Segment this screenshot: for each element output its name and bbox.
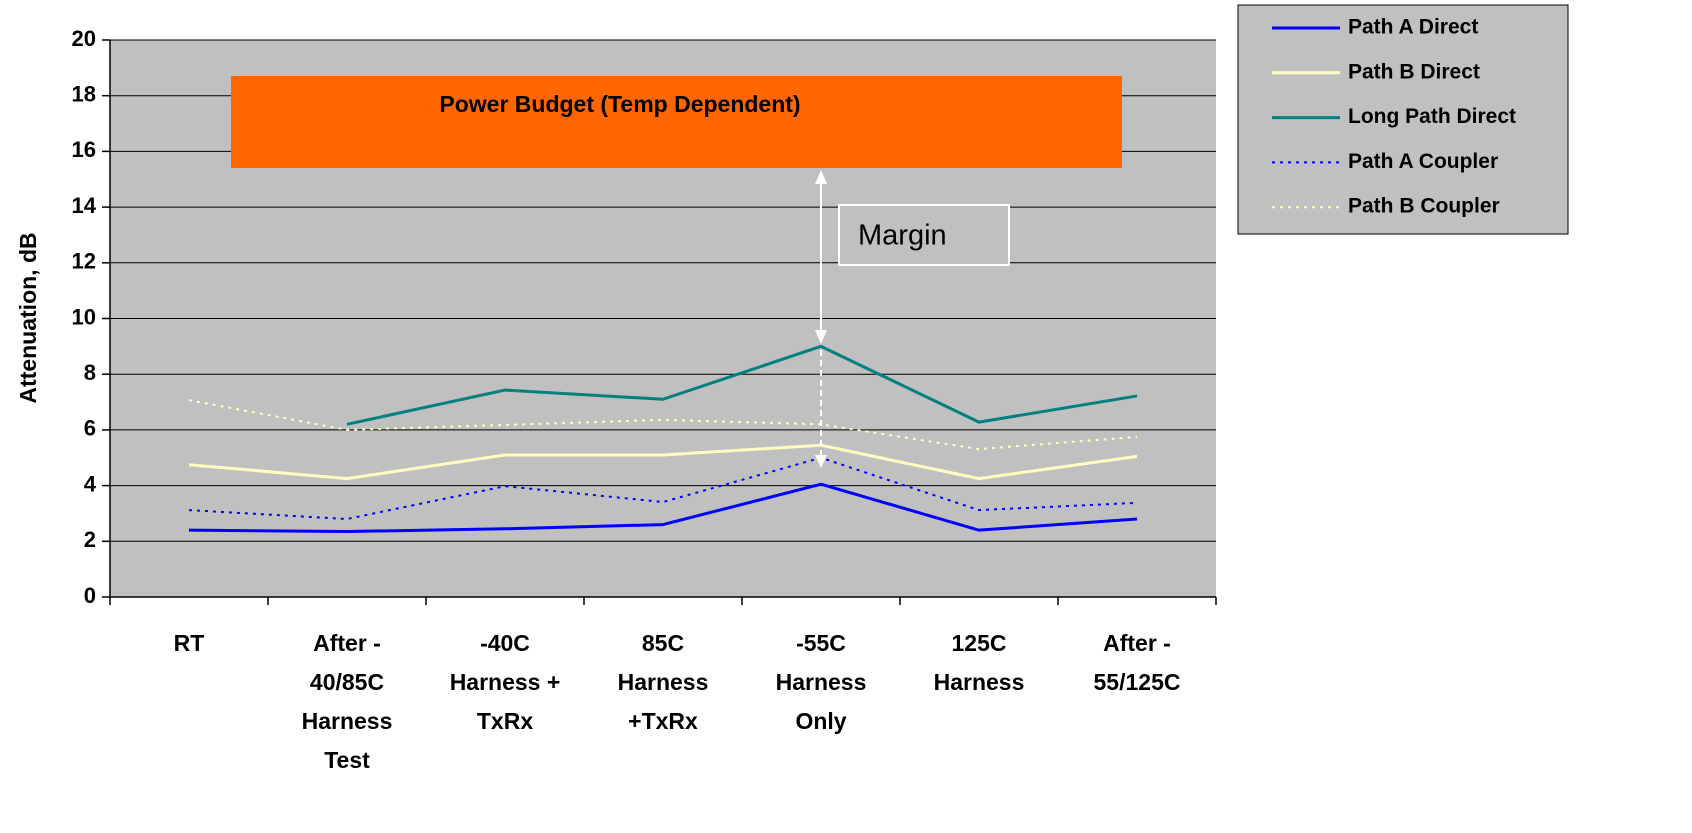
legend: [1237, 4, 1569, 235]
arrow-head: [815, 455, 827, 468]
legend-label: Path B Coupler: [1348, 195, 1500, 218]
y-tick-label: 18: [72, 82, 96, 107]
arrow-head: [815, 330, 827, 344]
x-tick-label: After - 55/125C: [1093, 630, 1181, 695]
margin-arrow: [815, 170, 827, 468]
legend-label: Long Path Direct: [1348, 105, 1516, 128]
legend-label: Path B Direct: [1348, 60, 1480, 83]
y-tick-label: 14: [72, 193, 97, 218]
series-line: [188, 482, 1138, 534]
margin-box: [838, 204, 1010, 266]
series-line: [188, 399, 1138, 451]
x-tick-label: -55C Harness Only: [775, 630, 867, 734]
series-line: [188, 456, 1138, 521]
power-budget-label: Power Budget (Temp Dependent): [439, 91, 800, 117]
y-tick-label: 2: [84, 527, 96, 552]
x-tick-label: -40C Harness + TxRx: [449, 630, 561, 734]
series-line: [188, 443, 1138, 481]
y-tick-label: 10: [72, 304, 96, 329]
y-tick-label: 12: [72, 249, 96, 274]
y-tick-label: 20: [72, 26, 96, 51]
legend-entries: Path A Direct Path B Direct Long Path Dire…: [1272, 16, 1516, 218]
y-tick-label: 16: [72, 137, 96, 162]
x-tick-label: RT: [173, 630, 205, 656]
y-tick-label: 6: [84, 416, 96, 441]
power-budget-box: [231, 76, 1122, 168]
legend-label: Path A Direct: [1348, 16, 1478, 39]
y-tick-label: 0: [84, 583, 96, 608]
series-line: [346, 344, 1138, 426]
x-tick-label: 85C Harness +TxRx: [617, 630, 709, 734]
x-tick-label: After - 40/85C Harness Test: [301, 630, 393, 773]
y-tick-label: 8: [84, 360, 96, 385]
x-tick-label: 125C Harness: [933, 630, 1025, 695]
y-axis-label: Attenuation, dB: [15, 232, 41, 403]
margin-label: Margin: [858, 220, 947, 252]
series-group: [188, 344, 1138, 534]
arrow-head: [815, 170, 827, 184]
y-tick-label: 4: [84, 471, 97, 496]
legend-label: Path A Coupler: [1348, 150, 1498, 173]
